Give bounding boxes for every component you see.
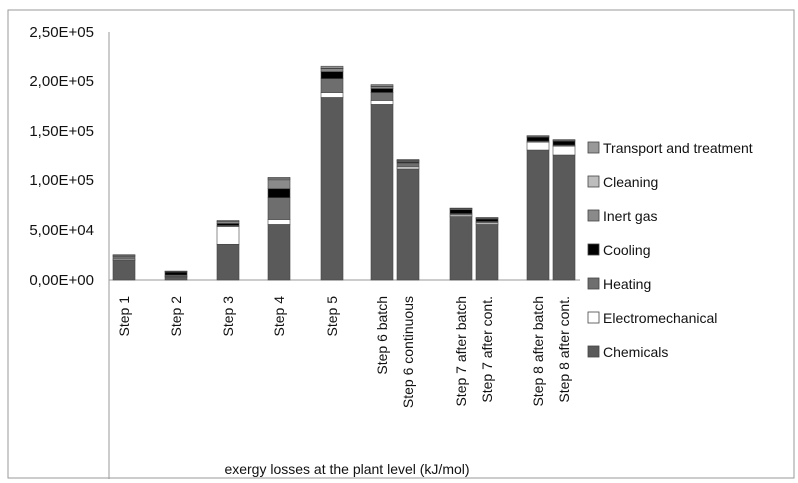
- bar-segment-chemicals: [526, 149, 550, 281]
- bar-segment-chemicals: [320, 97, 344, 281]
- legend-swatch: [587, 175, 600, 188]
- category-label: Step 7 after batch: [453, 296, 469, 407]
- bar-segment-cooling: [320, 71, 344, 79]
- legend-swatch: [587, 209, 600, 222]
- bar-segment-transport-and-treatment: [552, 139, 576, 141]
- bar-segment-chemicals: [267, 224, 291, 281]
- x-axis-title: exergy losses at the plant level (kJ/mol…: [224, 461, 469, 477]
- bar-stack: [320, 65, 344, 281]
- bar-segment-heating: [112, 255, 136, 260]
- bar-segment-heating: [320, 78, 344, 93]
- category-labels: Step 1 Step 2 Step 3 Step 4 Step 5 Step 6 bat…: [116, 296, 572, 408]
- bar-segment-cooling: [475, 218, 499, 222]
- bar-segment-chemicals: [216, 243, 240, 281]
- bar-segment-inert-gas: [320, 68, 344, 72]
- bar-segment-chemicals: [370, 104, 394, 281]
- bar-stack: [449, 207, 473, 281]
- legend-label: Transport and treatment: [603, 140, 753, 156]
- bar-stack: [216, 220, 240, 281]
- bar-segment-electromechanical: [267, 219, 291, 225]
- legend-label: Heating: [603, 276, 651, 292]
- legend-item: Cleaning: [587, 174, 658, 190]
- legend-item: Chemicals: [587, 344, 668, 360]
- legend-swatch: [587, 141, 600, 154]
- legend-swatch: [587, 311, 600, 324]
- category-label: Step 6 continuous: [400, 296, 416, 408]
- bar-stack: [526, 135, 550, 281]
- bar-segment-chemicals: [552, 154, 576, 281]
- legend-item: Inert gas: [587, 208, 657, 224]
- category-label: Step 2: [168, 296, 184, 337]
- bar-segment-heating: [396, 162, 420, 168]
- legend-swatch: [587, 277, 600, 290]
- category-label: Step 6 batch: [374, 296, 390, 375]
- category-label: Step 4: [271, 296, 287, 337]
- y-tick-label: 5,00E+04: [29, 222, 94, 239]
- bar-stack: [552, 139, 576, 281]
- bar-segment-heating: [370, 92, 394, 101]
- bar-segment-chemicals: [449, 216, 473, 281]
- category-label: Step 1: [116, 296, 132, 337]
- legend-label: Inert gas: [603, 208, 657, 224]
- bar-segment-transport-and-treatment: [526, 135, 550, 137]
- bar-segment-chemicals: [396, 168, 420, 281]
- legend-label: Chemicals: [603, 344, 668, 360]
- bar-segment-transport-and-treatment: [370, 84, 394, 87]
- legend-label: Cleaning: [603, 174, 658, 190]
- bar-segment-chemicals: [112, 259, 136, 281]
- bar-segment-electromechanical: [526, 141, 550, 151]
- bar-segment-inert-gas: [267, 179, 291, 190]
- bar-segment-cooling: [164, 271, 188, 276]
- bar-segment-heating: [267, 197, 291, 220]
- bar-stack: [267, 177, 291, 281]
- bar-segment-cooling: [370, 88, 394, 93]
- category-label: Step 8 after batch: [530, 296, 546, 407]
- bar-segment-chemicals: [475, 224, 499, 281]
- bar-segment-chemicals: [164, 276, 188, 281]
- legend-item: Heating: [587, 276, 651, 292]
- bar-segment-transport-and-treatment: [396, 159, 420, 161]
- bar-stack: [112, 254, 136, 281]
- bar-segment-electromechanical: [552, 145, 576, 156]
- legend-swatch: [587, 243, 600, 256]
- bar-segment-transport-and-treatment: [475, 217, 499, 219]
- legend-item: Transport and treatment: [587, 140, 753, 156]
- legend-item: Electromechanical: [587, 310, 717, 326]
- bar-segment-electromechanical: [320, 92, 344, 98]
- bar-segment-electromechanical: [216, 226, 240, 245]
- bar-segment-transport-and-treatment: [320, 65, 344, 69]
- legend-item: Cooling: [587, 242, 650, 258]
- bar-segment-cooling: [267, 188, 291, 198]
- bar-segment-cooling: [526, 136, 550, 142]
- category-label: Step 7 after cont.: [479, 296, 495, 403]
- bar-stack: [370, 84, 394, 281]
- legend-label: Cooling: [603, 242, 650, 258]
- bar-stack: [475, 217, 499, 281]
- bar-segment-transport-and-treatment: [449, 207, 473, 209]
- bar-stacks: [112, 65, 576, 281]
- category-label: Step 8 after cont.: [556, 296, 572, 403]
- legend-swatch: [587, 345, 600, 358]
- y-tick-labels: 2,50E+05 2,00E+05 1,50E+05 1,00E+05 5,00…: [29, 24, 94, 289]
- bar-segment-cooling: [449, 209, 473, 214]
- bar-segment-transport-and-treatment: [267, 177, 291, 180]
- legend-label: Electromechanical: [603, 310, 717, 326]
- y-tick-label: 1,50E+05: [29, 123, 94, 140]
- bar-segment-transport-and-treatment: [112, 254, 136, 256]
- y-tick-label: 2,00E+05: [29, 73, 94, 90]
- y-tick-label: 0,00E+00: [29, 272, 94, 289]
- y-tick-label: 2,50E+05: [29, 24, 94, 41]
- category-label: Step 5: [324, 296, 340, 337]
- bar-stack: [396, 159, 420, 281]
- legend: Transport and treatment Cleaning Inert gas…: [587, 140, 753, 360]
- bar-segment-cooling: [552, 140, 576, 146]
- bar-stack: [164, 270, 188, 281]
- y-tick-label: 1,00E+05: [29, 172, 94, 189]
- bar-segment-transport-and-treatment: [216, 220, 240, 222]
- bar-segment-transport-and-treatment: [164, 270, 188, 272]
- bar-segment-electromechanical: [370, 100, 394, 105]
- category-label: Step 3: [220, 296, 236, 337]
